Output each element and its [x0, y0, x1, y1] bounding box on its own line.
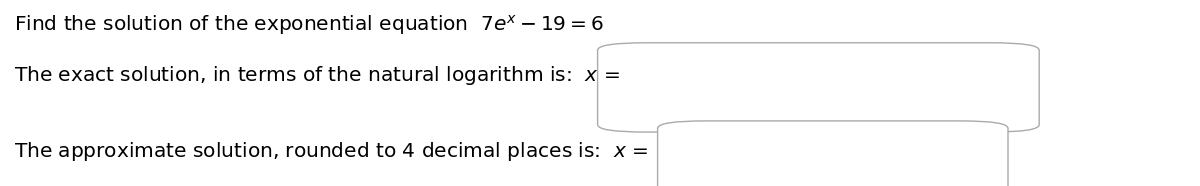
Text: The exact solution, in terms of the natural logarithm is:  $x$ =: The exact solution, in terms of the natu…: [14, 64, 620, 87]
Text: The approximate solution, rounded to 4 decimal places is:  $x$ =: The approximate solution, rounded to 4 d…: [14, 140, 649, 163]
Text: Find the solution of the exponential equation  $7e^{x} - 19 = 6$: Find the solution of the exponential equ…: [14, 13, 605, 37]
FancyBboxPatch shape: [658, 121, 1008, 186]
FancyBboxPatch shape: [598, 43, 1039, 132]
